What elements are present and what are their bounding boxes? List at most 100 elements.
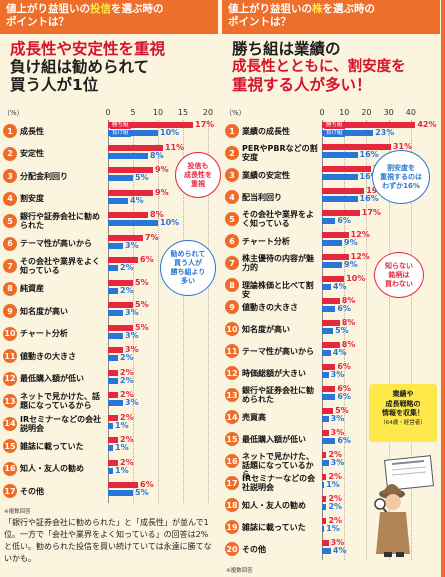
left-category-label: 知人・友人の勧め (20, 464, 84, 474)
right-bar-win (322, 276, 345, 282)
right-rank-12: 12 (225, 366, 239, 380)
right-bar-value: 6% (337, 392, 351, 401)
left-bar-value: 5% (135, 488, 149, 497)
right-panel: 値上がり益狙いの株を選ぶ時の ポイントは？ 勝ち組は業績の 成長性とともに、割安… (222, 0, 440, 577)
right-bar-lose (322, 526, 325, 532)
right-top-label-highlight: 株 (312, 3, 323, 15)
right-bar-lose (322, 152, 358, 158)
left-headline-line-3: 買う人が1位 (10, 76, 99, 94)
left-gridline (133, 120, 134, 503)
right-bar-lose (322, 372, 329, 378)
left-callout-bubble: 勧められて 買う人が 勝ち組より 多い (160, 240, 216, 296)
left-bar-win (108, 189, 153, 196)
right-note: ※複数回答 (226, 568, 253, 574)
right-bar-lose (322, 416, 329, 422)
left-axis-tick: 0 (105, 108, 111, 117)
left-top-label: 値上がり益狙いの投信を選ぶ時の ポイントは？ (0, 0, 218, 34)
right-bar-win (322, 210, 360, 216)
right-rank-3: 3 (225, 168, 239, 182)
left-rank-8: 8 (3, 281, 17, 296)
right-bar-win (322, 518, 327, 524)
left-bar-value: 3% (125, 398, 139, 407)
right-category-label: 雑誌に載っていた (242, 522, 306, 532)
right-category-label: 知人・友人の勧め (242, 500, 306, 510)
edge-strip (441, 0, 445, 577)
right-category-label: 売買高 (242, 412, 266, 422)
left-bar-win (108, 257, 138, 263)
right-bar-value: 8% (341, 296, 356, 305)
left-bar-value: 5% (135, 300, 149, 309)
left-bar-value: 3% (125, 308, 139, 317)
left-bar-value: 10% (160, 128, 180, 137)
left-bar-lose (108, 265, 118, 271)
left-bar-lose (108, 130, 158, 136)
left-category-label: 安定性 (20, 149, 44, 159)
left-category-label: 銀行や証券会社に勧められた (20, 212, 100, 231)
right-bar-value: 3% (330, 458, 345, 467)
right-bar-win (322, 540, 329, 546)
left-bar-value: 17% (195, 120, 215, 129)
left-bar-lose (108, 175, 133, 181)
left-bar-lose (108, 242, 123, 249)
left-bar-value: 8% (150, 210, 164, 219)
right-bar-lose (322, 284, 331, 290)
right-bar-lose (322, 350, 331, 356)
right-bar-value: 31% (392, 142, 413, 151)
left-bar-value: 1% (115, 420, 129, 430)
left-bar-lose (108, 310, 123, 316)
left-bar-lose (108, 377, 118, 384)
badge-line-3: 情報を収集！ (382, 409, 424, 417)
right-bar-value: 16% (359, 150, 379, 159)
left-bar-win (108, 459, 118, 466)
left-bar-lose (108, 152, 148, 159)
left-bar-value: 2% (120, 412, 134, 422)
left-rank-17: 17 (3, 484, 17, 499)
left-bar-value: 2% (120, 457, 134, 467)
right-category-label: テーマ性が高いから (242, 346, 314, 356)
left-bar-value: 1% (115, 465, 129, 475)
left-rank-16: 16 (3, 461, 17, 476)
right-top-label-pre: 値上がり益狙いの (228, 3, 312, 15)
left-rank-11: 11 (3, 349, 17, 364)
right-bar-win (322, 122, 416, 128)
right-bar-value: 16% (359, 194, 379, 203)
right-bar-win (322, 188, 365, 194)
right-headline-line-2: 成長性とともに、割安度を (232, 59, 406, 75)
left-bar-value: 8% (150, 150, 164, 160)
right-bar-value: 3% (330, 414, 345, 423)
left-category-label: 知名度が高い (20, 306, 68, 316)
right-callout-bubble: 知らない 銘柄は 買わない (374, 252, 424, 298)
left-rank-13: 13 (3, 394, 17, 409)
right-bar-lose (322, 218, 336, 224)
left-axis-tick: 10 (152, 108, 164, 117)
left-gridline (158, 120, 159, 503)
left-top-label-pre: 値上がり益狙いの (6, 3, 90, 15)
right-rank-7: 7 (225, 256, 239, 270)
left-bar-win (108, 144, 163, 151)
right-category-label: その会社や業界をよく知っている (242, 210, 314, 228)
left-category-label: チャート分析 (20, 329, 68, 339)
left-bar-value: 2% (120, 390, 134, 399)
right-bar-win (322, 342, 340, 348)
left-bar-value: 6% (140, 255, 154, 264)
left-rank-12: 12 (3, 371, 17, 386)
left-category-label: 成長性 (20, 126, 44, 136)
left-category-label: ネットで見かけた、話題になっているから (20, 392, 100, 411)
left-category-label: テーマ性が高いから (20, 239, 92, 249)
left-bar-lose (108, 445, 113, 451)
left-bar-value: 2% (120, 263, 134, 272)
right-bar-value: 5% (335, 406, 349, 415)
right-bar-lose (322, 482, 325, 488)
right-rank-13: 13 (225, 388, 239, 402)
right-legend-win: 勝ち組 (324, 121, 345, 129)
right-rank-19: 19 (225, 520, 239, 534)
right-bar-value: 9% (344, 238, 358, 247)
left-bar-lose (108, 332, 123, 339)
right-top-label-line2: ポイントは？ (228, 16, 291, 28)
right-category-label: 配当利回り (242, 192, 282, 202)
badge-sub: （64歳・経営者） (380, 419, 426, 426)
left-bar-value: 3% (125, 330, 139, 340)
right-bar-value: 2% (328, 472, 343, 481)
right-bar-win (322, 430, 329, 436)
right-bar-win (322, 408, 334, 414)
